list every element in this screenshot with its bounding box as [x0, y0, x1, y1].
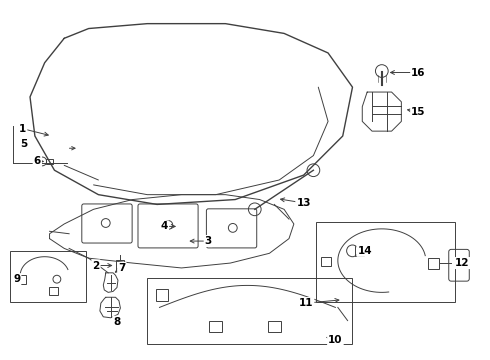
- Text: 13: 13: [296, 198, 311, 208]
- Bar: [46, 159, 53, 164]
- Bar: [49, 287, 58, 295]
- Text: 1: 1: [19, 124, 26, 134]
- Bar: [268, 321, 281, 332]
- Text: 14: 14: [357, 246, 372, 256]
- Text: 8: 8: [113, 317, 121, 327]
- Text: 10: 10: [328, 335, 343, 345]
- Text: 6: 6: [34, 157, 41, 166]
- Text: 5: 5: [21, 139, 28, 149]
- Text: 9: 9: [13, 274, 21, 284]
- Bar: [321, 257, 331, 266]
- Text: 3: 3: [205, 236, 212, 246]
- Text: 2: 2: [92, 261, 99, 270]
- Bar: [117, 260, 124, 271]
- Bar: [156, 289, 168, 301]
- Bar: [316, 221, 455, 302]
- Text: 11: 11: [299, 298, 313, 308]
- Bar: [10, 251, 86, 302]
- Bar: [15, 275, 26, 284]
- Bar: [355, 246, 364, 256]
- Text: 4: 4: [161, 221, 168, 231]
- Bar: [428, 258, 439, 269]
- Bar: [147, 278, 352, 344]
- Bar: [209, 321, 222, 332]
- Text: 16: 16: [411, 68, 426, 77]
- Text: 15: 15: [411, 107, 426, 117]
- Text: 7: 7: [118, 263, 125, 273]
- Text: 12: 12: [455, 258, 470, 268]
